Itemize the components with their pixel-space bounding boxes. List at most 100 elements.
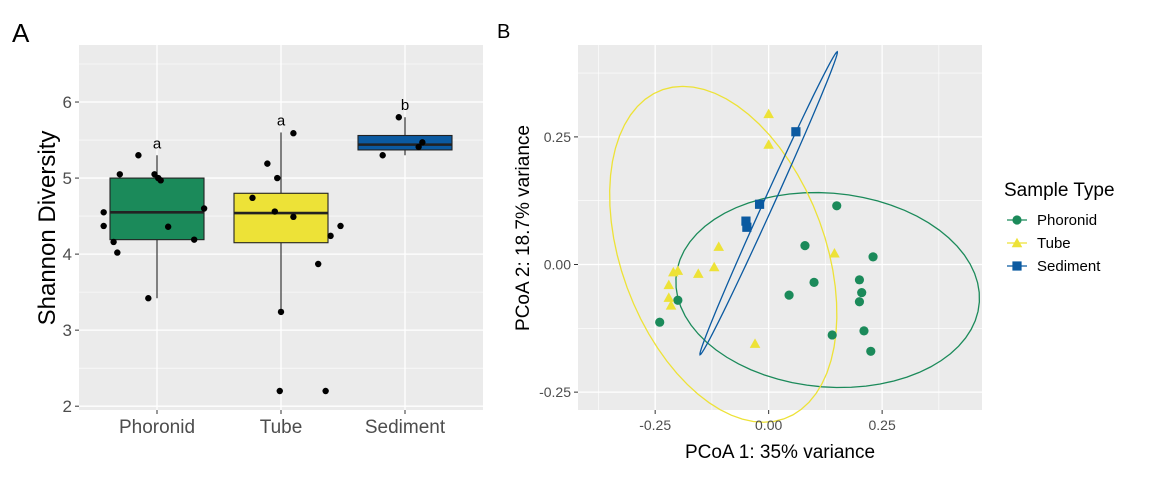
x-tick-label: -0.25 xyxy=(639,417,671,433)
boxplot-tube xyxy=(233,132,329,312)
point-phoronid xyxy=(784,290,794,300)
x-tick-label: Phoronid xyxy=(119,417,195,438)
data-point xyxy=(191,236,198,243)
legend-title: Sample Type xyxy=(1004,180,1115,201)
point-tube xyxy=(829,247,840,258)
x-tick-label: Sediment xyxy=(365,417,446,438)
data-point xyxy=(322,387,329,395)
data-point xyxy=(379,152,386,159)
plot-background-b xyxy=(578,45,982,410)
legend: Sample Type Phoronid Tube Sediment xyxy=(1004,180,1115,275)
data-point xyxy=(200,205,208,212)
gridlines-b xyxy=(578,45,982,410)
y-tick-label: 3 xyxy=(63,321,72,340)
letter-label: a xyxy=(277,112,286,129)
data-point xyxy=(271,208,278,215)
point-tube xyxy=(665,300,677,310)
confidence-ellipses xyxy=(609,50,981,423)
x-axis-ticks-b: -0.25 0.00 0.25 xyxy=(639,410,896,433)
point-sediment xyxy=(754,199,765,209)
letter-label: b xyxy=(401,97,409,114)
y-axis-ticks-a: 2 3 4 5 6 xyxy=(63,93,79,416)
data-point xyxy=(395,114,402,121)
x-axis-title-b: PCoA 1: 35% variance xyxy=(685,442,875,463)
boxplot-sediment xyxy=(357,117,453,156)
box xyxy=(109,177,205,241)
legend-key-marker xyxy=(1012,261,1022,271)
legend-key-marker xyxy=(1012,215,1022,225)
ellipse-sediment xyxy=(699,50,839,356)
data-point xyxy=(264,160,271,167)
point-tube xyxy=(749,338,761,348)
point-phoronid xyxy=(857,287,867,298)
point-phoronid xyxy=(827,330,837,340)
y-tick-label: 2 xyxy=(63,397,72,416)
x-tick-label: 0.25 xyxy=(869,417,896,433)
data-point xyxy=(315,260,322,268)
legend-label: Tube xyxy=(1037,235,1071,252)
data-point xyxy=(135,152,142,159)
data-point xyxy=(290,213,297,221)
point-tube xyxy=(672,265,684,275)
data-point xyxy=(290,130,297,137)
x-axis-ticks-a: Phoronid Tube Sediment xyxy=(119,410,446,438)
panel-letter-b: B xyxy=(497,21,510,43)
jitter-points xyxy=(100,114,426,395)
point-phoronid xyxy=(854,297,865,307)
point-tube xyxy=(763,139,774,149)
data-point xyxy=(337,222,344,230)
legend-item-sediment: Sediment xyxy=(1007,258,1101,275)
legend-label: Sediment xyxy=(1037,258,1101,275)
data-point xyxy=(249,194,256,202)
data-point xyxy=(419,139,426,146)
box xyxy=(357,134,453,151)
legend-label: Phoronid xyxy=(1037,212,1097,229)
panel-letter-a: A xyxy=(12,18,30,48)
legend-item-phoronid: Phoronid xyxy=(1007,212,1097,229)
ellipse-tube xyxy=(609,85,838,423)
data-point xyxy=(114,249,121,256)
y-tick-label: 6 xyxy=(63,93,72,112)
point-phoronid xyxy=(868,252,878,262)
panel-a: A a a b 2 3 4 5 6 Phoronid Tube Sediment Shannon… xyxy=(12,18,483,438)
data-point xyxy=(277,308,285,316)
y-tick-label: -0.25 xyxy=(539,384,571,400)
y-tick-label: 5 xyxy=(63,169,72,188)
point-tube xyxy=(663,292,675,302)
data-point xyxy=(145,295,152,302)
y-tick-label: 4 xyxy=(63,245,72,264)
box xyxy=(233,192,329,244)
ellipse-phoronid xyxy=(675,191,981,389)
legend-items: Phoronid Tube Sediment xyxy=(1007,212,1101,275)
y-tick-label: 0.00 xyxy=(544,257,571,273)
data-point xyxy=(327,232,334,240)
y-axis-title-a: Shannon Diversity xyxy=(34,131,61,326)
data-point xyxy=(110,238,117,246)
point-tube xyxy=(763,108,774,119)
data-point xyxy=(116,171,124,178)
data-point xyxy=(276,387,283,395)
boxplots xyxy=(109,117,453,312)
data-point xyxy=(274,174,281,182)
point-phoronid xyxy=(673,295,683,305)
x-tick-label: 0.00 xyxy=(755,417,782,433)
panel-b: B -0.25 0.00 0.25 -0.25 0.00 0.25 PCoA 1: 35… xyxy=(497,21,1115,463)
x-tick-label: Tube xyxy=(260,417,303,438)
point-phoronid xyxy=(832,201,842,211)
pcoa-points xyxy=(655,108,878,356)
point-sediment xyxy=(791,127,801,137)
legend-item-tube: Tube xyxy=(1007,235,1071,252)
point-sediment xyxy=(742,222,752,232)
data-point xyxy=(164,223,172,230)
point-tube xyxy=(708,261,720,272)
legend-key-marker xyxy=(1011,237,1023,248)
point-phoronid xyxy=(655,317,665,327)
data-point xyxy=(157,177,164,184)
point-tube xyxy=(713,241,725,251)
point-phoronid xyxy=(854,275,865,285)
y-tick-label: 0.25 xyxy=(544,129,571,145)
point-sediment xyxy=(741,216,751,226)
y-axis-title-b: PCoA 2: 18.7% variance xyxy=(513,125,534,331)
point-phoronid xyxy=(800,241,810,251)
data-point xyxy=(100,209,107,216)
